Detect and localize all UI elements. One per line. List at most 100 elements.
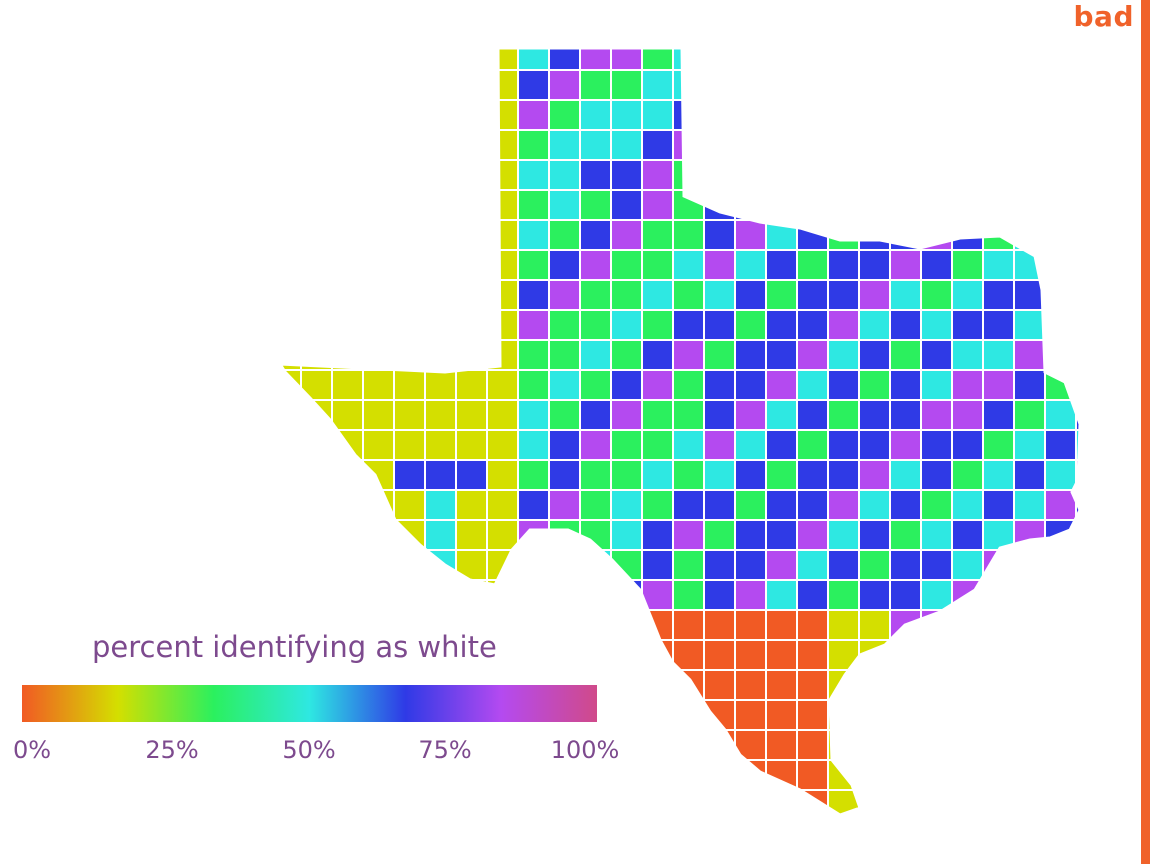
county-tile — [1013, 309, 1046, 341]
county-tile — [280, 69, 302, 101]
county-tile — [641, 69, 674, 101]
county-tile — [703, 519, 736, 551]
county-tile — [548, 579, 581, 611]
county-tile — [641, 219, 674, 251]
county-tile — [858, 669, 891, 701]
county-tile — [424, 219, 457, 251]
county-tile — [703, 129, 736, 161]
county-tile — [393, 249, 426, 281]
county-tile — [579, 429, 612, 461]
county-tile — [982, 159, 1015, 191]
county-tile — [424, 489, 457, 521]
county-tile — [455, 48, 488, 71]
county-tile — [889, 489, 922, 521]
county-tile — [920, 489, 953, 521]
county-tile — [796, 519, 829, 551]
county-tile — [1044, 249, 1077, 281]
county-tile — [280, 189, 302, 221]
county-tile — [300, 489, 333, 521]
county-tile — [517, 459, 550, 491]
county-tile — [734, 219, 767, 251]
county-tile — [424, 579, 457, 611]
county-tile — [517, 309, 550, 341]
county-tile — [300, 99, 333, 131]
county-tile — [672, 369, 705, 401]
county-tile — [889, 759, 922, 791]
county-tile — [486, 69, 519, 101]
county-tile — [796, 399, 829, 431]
county-tile — [765, 579, 798, 611]
county-tile — [765, 489, 798, 521]
county-tile — [858, 789, 891, 815]
county-tile — [1044, 459, 1077, 491]
county-tile — [548, 48, 581, 71]
county-tile — [827, 489, 860, 521]
county-tile — [734, 279, 767, 311]
county-tile — [858, 549, 891, 581]
county-tile — [579, 759, 612, 791]
county-tile — [362, 189, 395, 221]
county-tile — [1075, 69, 1080, 101]
county-tile — [734, 429, 767, 461]
county-tile — [920, 309, 953, 341]
county-tile — [610, 459, 643, 491]
county-tile — [858, 429, 891, 461]
county-tile — [889, 99, 922, 131]
county-tile — [486, 219, 519, 251]
county-tile — [393, 69, 426, 101]
county-tile — [796, 189, 829, 221]
county-tile — [393, 399, 426, 431]
county-tile — [280, 48, 302, 71]
county-tile — [920, 639, 953, 671]
county-tile — [610, 639, 643, 671]
county-tile — [1075, 729, 1080, 761]
county-tile — [517, 519, 550, 551]
county-tile — [734, 549, 767, 581]
county-tile — [1075, 189, 1080, 221]
county-tile — [393, 489, 426, 521]
county-tile — [393, 759, 426, 791]
county-tile — [889, 699, 922, 731]
county-tile — [548, 159, 581, 191]
county-tile — [734, 489, 767, 521]
county-tile — [300, 279, 333, 311]
county-tile — [827, 309, 860, 341]
county-tile — [1013, 69, 1046, 101]
county-tile — [1075, 99, 1080, 131]
county-tile — [517, 369, 550, 401]
county-tile — [858, 189, 891, 221]
county-tile — [300, 249, 333, 281]
county-tile — [858, 489, 891, 521]
county-tile — [827, 189, 860, 221]
county-tile — [517, 159, 550, 191]
county-tile — [548, 219, 581, 251]
county-tile — [362, 219, 395, 251]
county-tile — [982, 399, 1015, 431]
county-tile — [858, 309, 891, 341]
county-tile — [424, 339, 457, 371]
county-tile — [517, 639, 550, 671]
county-tile — [1075, 579, 1080, 611]
county-tile — [517, 549, 550, 581]
county-tile — [889, 279, 922, 311]
county-tile — [1044, 399, 1077, 431]
county-tile — [455, 579, 488, 611]
county-tile — [579, 459, 612, 491]
county-tile — [393, 789, 426, 815]
county-tile — [796, 279, 829, 311]
county-tile — [1044, 189, 1077, 221]
county-tile — [455, 429, 488, 461]
county-tile — [393, 549, 426, 581]
county-tile — [331, 279, 364, 311]
county-tile — [280, 789, 302, 815]
county-tile — [982, 609, 1015, 641]
county-tile — [827, 249, 860, 281]
county-tile — [1075, 159, 1080, 191]
county-tile — [703, 429, 736, 461]
county-tile — [951, 489, 984, 521]
county-tile — [641, 189, 674, 221]
county-tile — [672, 789, 705, 815]
county-tile — [951, 399, 984, 431]
county-tile — [796, 339, 829, 371]
county-tile — [796, 759, 829, 791]
